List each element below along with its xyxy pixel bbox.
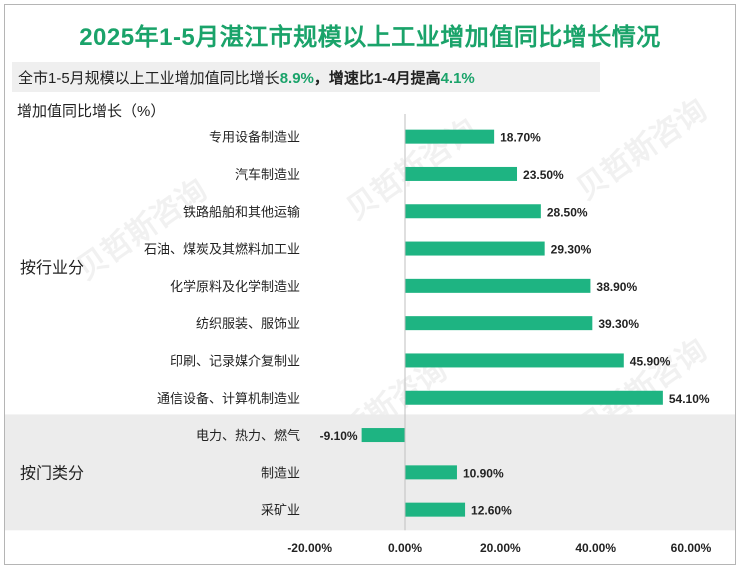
category-label: 纺织服装、服饰业 [196,316,300,331]
x-tick-label: 40.00% [575,541,616,555]
data-label: 38.90% [596,280,637,294]
category-label: 通信设备、计算机制造业 [157,391,300,406]
bar [405,465,457,480]
category-label: 印刷、记录媒介复制业 [170,353,300,368]
bar [405,166,518,181]
category-label: 采矿业 [261,503,300,518]
category-label: 制造业 [261,465,300,480]
data-label: 18.70% [500,131,541,145]
group-label: 按门类分 [20,464,84,482]
category-label: 专用设备制造业 [209,130,300,145]
data-label: 45.90% [630,354,671,368]
category-label: 石油、煤炭及其燃料加工业 [144,242,300,257]
x-tick-label: 60.00% [671,541,712,555]
data-label: -9.10% [320,429,358,443]
category-label: 汽车制造业 [235,167,300,182]
bar [405,502,466,517]
bar-chart: 按行业分 专用设备制造业 18.70% 汽车制造业 23.50% 铁路船舶和其他运输 28.… [5,114,735,555]
bar [405,241,545,256]
x-tick-label: 0.00% [388,541,422,555]
bar [405,353,624,368]
bar [361,428,405,443]
bar [405,316,593,331]
data-label: 12.60% [471,504,512,518]
bar [405,278,591,293]
category-label: 铁路船舶和其他运输 [183,204,300,219]
summary-text: 全市1-5月规模以上工业增加值同比增长8.9%，增速比1-4月提高4.1% [18,67,475,88]
x-tick-label: -20.00% [287,541,332,555]
data-label: 28.50% [547,205,588,219]
x-tick-label: 20.00% [480,541,521,555]
summary-increase-value: 4.1% [440,70,475,87]
summary-prefix: 全市1-5月规模以上工业增加值同比增长 [18,70,280,87]
bar [405,390,663,405]
y-axis-label: 增加值同比增长（%） [17,103,166,120]
summary-box [12,62,600,92]
chart-title: 2025年1-5月湛江市规模以上工业增加值同比增长情况 [79,24,661,51]
bar [405,204,541,219]
data-label: 23.50% [523,168,564,182]
chart-frame: 2025年1-5月湛江市规模以上工业增加值同比增长情况 全市1-5月规模以上工业… [4,4,736,565]
data-label: 39.30% [598,317,639,331]
data-label: 54.10% [669,392,710,406]
group-label: 按行业分 [20,259,84,277]
category-label: 化学原料及化学制造业 [170,279,300,294]
data-label: 10.90% [463,466,504,480]
summary-growth-value: 8.9% [279,70,314,87]
summary-middle: ，增速比1-4月提高 [313,70,441,87]
data-label: 29.30% [551,243,592,257]
category-label: 电力、热力、燃气 [196,428,300,443]
bar [405,129,495,144]
